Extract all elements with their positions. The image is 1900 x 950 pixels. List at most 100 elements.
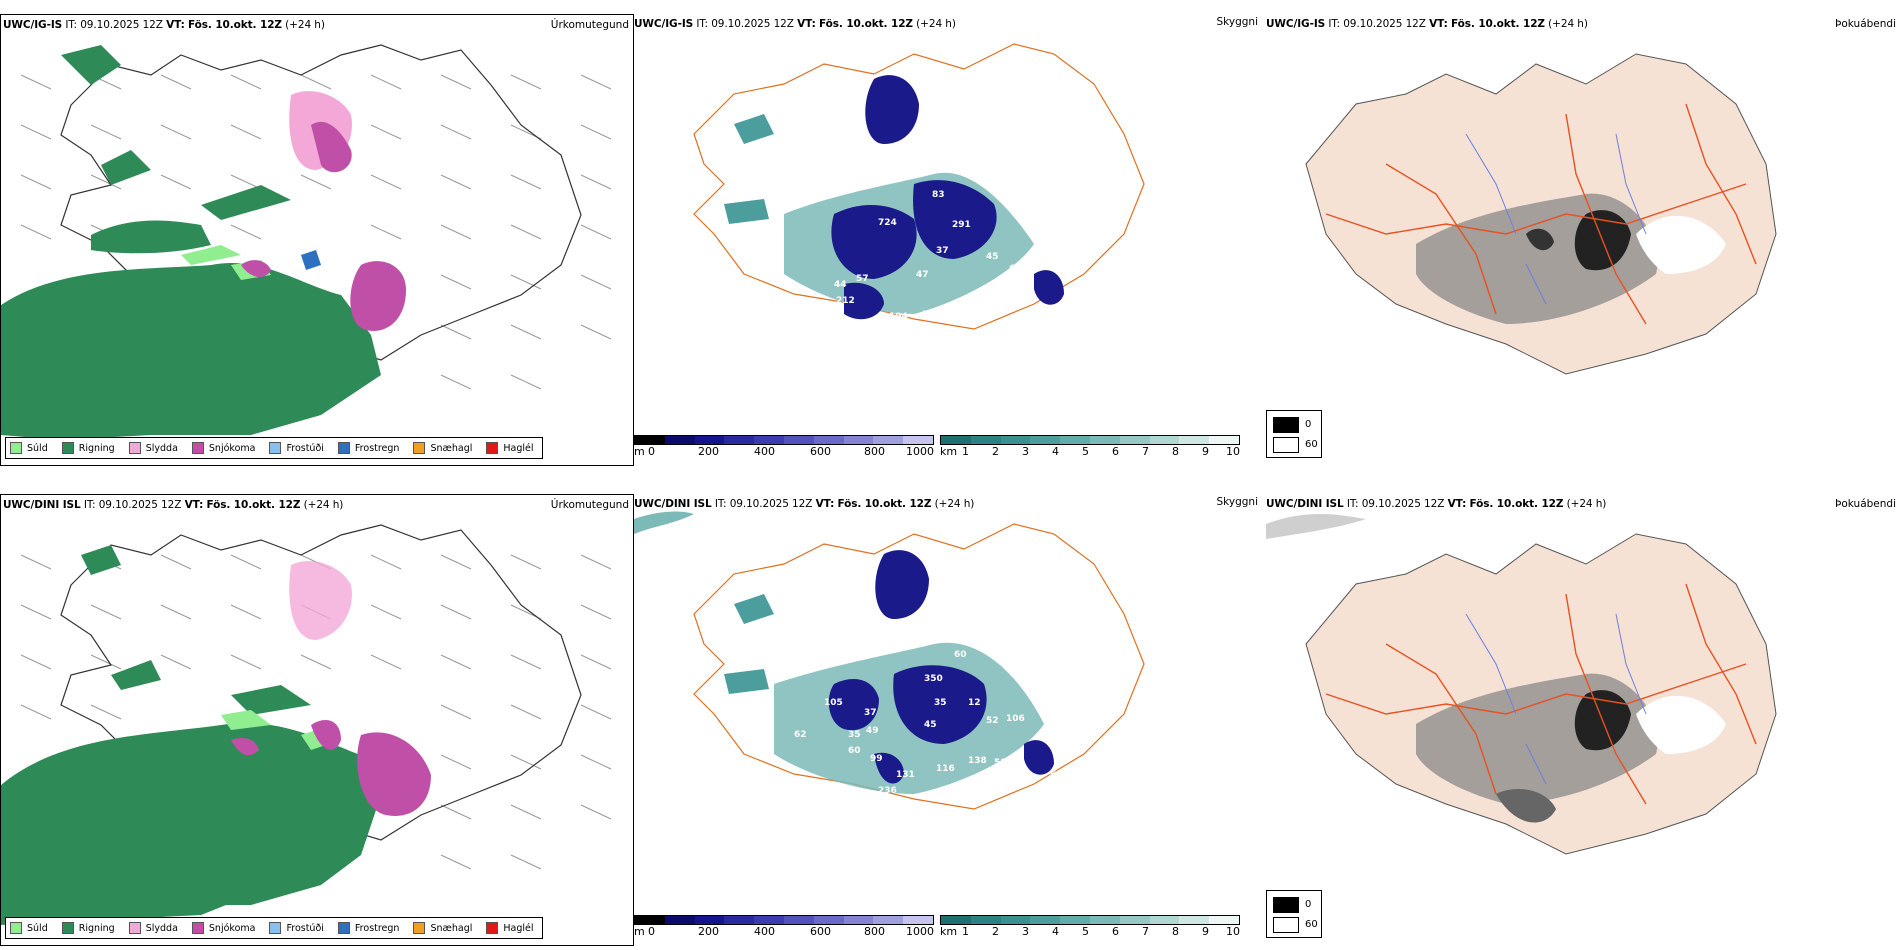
vis-label: 138	[968, 756, 987, 766]
fog-light-value: 60	[1305, 439, 1318, 450]
row1-panel3-title: UWC/IG-IS IT: 09.10.2025 12Z VT: Fös. 10…	[1266, 18, 1588, 30]
fog-panel-row1: UWC/IG-IS IT: 09.10.2025 12Z VT: Fös. 10…	[1266, 14, 1900, 464]
fog-title: Þokuábendi	[1835, 18, 1896, 30]
fog-dark-value: 0	[1305, 899, 1312, 910]
vis-label: 60	[942, 612, 955, 622]
row2-panel1-title: UWC/DINI ISL IT: 09.10.2025 12Z VT: Fös.…	[3, 499, 344, 511]
vis-label: 12	[968, 698, 981, 708]
vis-label: 190	[854, 326, 873, 336]
visibility-panel-row2: UWC/DINI ISL IT: 09.10.2025 12Z VT: Fös.…	[634, 494, 1264, 944]
visibility-colorbar-row2: km 1 2 3 4 5 6 7 8 9 10	[940, 915, 1240, 938]
precip-type-panel-row2: UWC/DINI ISL IT: 09.10.2025 12Z VT: Fös.…	[0, 494, 634, 946]
legend-item: Súld	[10, 922, 48, 934]
vis-label: 83	[932, 190, 945, 200]
legend-item: Snjókoma	[191, 442, 255, 454]
vis-label: 72	[934, 154, 947, 164]
visibility-map-row1	[693, 43, 1145, 330]
fog-legend-row1: 0 60	[1266, 410, 1322, 458]
visibility-ticks: km 1 2 3 4 5 6 7 8 9 10	[940, 925, 1240, 938]
vis-label: 60	[848, 746, 861, 756]
fog-dark-swatch	[1273, 897, 1299, 913]
row1-panel1-title: UWC/IG-IS IT: 09.10.2025 12Z VT: Fös. 10…	[3, 19, 325, 31]
visibility-title: Skyggni	[1216, 496, 1259, 508]
visibility-panel-row1: UWC/IG-IS IT: 09.10.2025 12Z VT: Fös. 10…	[634, 14, 1264, 464]
legend-item: Frostregn	[337, 922, 399, 934]
vis-label: 291	[952, 220, 971, 230]
vis-label: 57	[856, 274, 869, 284]
fog-title: Þokuábendi	[1835, 498, 1896, 510]
legend-item: Slydda	[128, 922, 178, 934]
vis-label: 68	[944, 134, 957, 144]
cloud-base-bar-swatches	[634, 915, 934, 925]
vis-label: 116	[936, 764, 955, 774]
vis-label: 63	[998, 280, 1011, 290]
precip-legend-row1: Súld Rigning Slydda Snjókoma Frostúði Fr…	[5, 437, 543, 459]
vis-label: 93	[930, 350, 943, 360]
vis-label: 236	[878, 786, 897, 796]
precip-type-title: Úrkomutegund	[550, 499, 629, 511]
legend-item: Snæhagl	[413, 922, 472, 934]
cloud-base-bar-swatches	[634, 435, 934, 445]
vis-label: 188	[814, 308, 833, 318]
visibility-bar-swatches	[940, 435, 1240, 445]
legend-item: Frostregn	[337, 442, 399, 454]
legend-item: Frostúði	[269, 442, 324, 454]
vis-label: 57	[930, 626, 943, 636]
legend-item: Slydda	[128, 442, 178, 454]
vis-label: 156	[922, 310, 941, 320]
vis-label: 106	[1006, 714, 1025, 724]
vis-label: 48	[690, 242, 703, 252]
vis-label: 49	[866, 726, 879, 736]
vis-label: 51	[994, 758, 1007, 768]
legend-item: Haglél	[486, 922, 534, 934]
vis-label: 37	[864, 708, 877, 718]
vis-label: 63	[988, 294, 1001, 304]
legend-item: Snjókoma	[191, 922, 255, 934]
visibility-title: Skyggni	[1216, 16, 1259, 28]
precip-type-title: Úrkomutegund	[550, 19, 629, 31]
legend-item: Rigning	[61, 922, 115, 934]
fog-panel-row2: UWC/DINI ISL IT: 09.10.2025 12Z VT: Fös.…	[1266, 494, 1900, 944]
precip-legend-row2: Súld Rigning Slydda Snjókoma Frostúði Fr…	[5, 917, 543, 939]
vis-label: 54	[928, 850, 941, 860]
legend-item: Súld	[10, 442, 48, 454]
vis-label: 99	[870, 754, 883, 764]
vis-label: 724	[878, 218, 897, 228]
vis-label: 37	[904, 384, 917, 394]
vis-label: 44	[906, 366, 919, 376]
row2-panel2-title: UWC/DINI ISL IT: 09.10.2025 12Z VT: Fös.…	[634, 498, 975, 510]
vis-label: 601	[1009, 264, 1028, 274]
visibility-colorbar-row1: km 1 2 3 4 5 6 7 8 9 10	[940, 435, 1240, 458]
vis-label: 45	[986, 252, 999, 262]
legend-item: Haglél	[486, 442, 534, 454]
cloud-base-ticks: m 0 200 400 600 800 1000	[634, 445, 934, 458]
row1-panel2-title: UWC/IG-IS IT: 09.10.2025 12Z VT: Fös. 10…	[634, 18, 956, 30]
row2-panel3-title: UWC/DINI ISL IT: 09.10.2025 12Z VT: Fös.…	[1266, 498, 1607, 510]
vis-label: 52	[986, 716, 999, 726]
vis-label: 212	[836, 296, 855, 306]
fog-legend-row2: 0 60	[1266, 890, 1322, 938]
fog-map-row1	[1305, 53, 1777, 375]
vis-label: 64	[1049, 314, 1062, 324]
fog-map-row2	[1266, 514, 1777, 855]
vis-label: 35	[934, 698, 947, 708]
vis-label: 194	[889, 312, 908, 322]
vis-label: 28	[926, 384, 939, 394]
fog-light-value: 60	[1305, 919, 1318, 930]
visibility-bar-swatches	[940, 915, 1240, 925]
vis-label: 37	[936, 246, 949, 256]
vis-label: 35	[848, 730, 861, 740]
vis-label: 350	[924, 674, 943, 684]
visibility-ticks: km 1 2 3 4 5 6 7 8 9 10	[940, 445, 1240, 458]
vis-label: 47	[916, 270, 929, 280]
vis-label: 15	[762, 350, 775, 360]
legend-item: Rigning	[61, 442, 115, 454]
visibility-map-row2	[634, 511, 1145, 810]
cloud-base-colorbar-row2: m 0 200 400 600 800 1000	[634, 915, 934, 938]
vis-label: 85	[906, 804, 919, 814]
vis-label: 105	[824, 698, 843, 708]
fog-dark-swatch	[1273, 417, 1299, 433]
precip-map-row1	[1, 44, 612, 440]
vis-label: 43	[910, 828, 923, 838]
vis-label: 155	[960, 298, 979, 308]
